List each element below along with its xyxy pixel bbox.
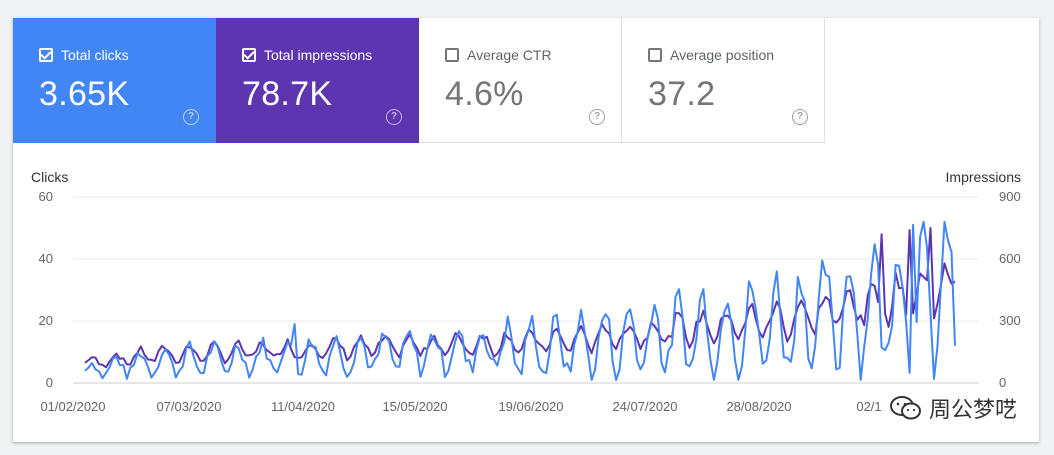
metric-label: Total impressions: [264, 47, 373, 63]
metric-average-position[interactable]: Average position 37.2 ?: [622, 18, 825, 143]
checkbox-checked-icon[interactable]: [39, 48, 53, 62]
axes: Clicks Impressions 0 0 20 300 40 600 60 900 01/0…: [31, 169, 1021, 414]
impressions-series-line: [84, 227, 956, 369]
metric-header: Total clicks: [39, 47, 129, 63]
right-tick-label: 600: [999, 251, 1021, 266]
metric-tabs: Total clicks 3.65K ? Total impressions 7…: [13, 18, 825, 143]
x-tick-label: 19/06/2020: [498, 399, 563, 414]
left-tick-label: 40: [39, 251, 53, 266]
metric-value: 4.6%: [445, 75, 524, 113]
left-tick-label: 0: [46, 375, 53, 390]
x-tick-label: 28/08/2020: [726, 399, 791, 414]
performance-chart: Clicks Impressions 0 0 20 300 40 600 60 900 01/0…: [13, 143, 1039, 442]
metric-header: Average position: [648, 47, 774, 63]
right-tick-label: 900: [999, 189, 1021, 204]
metric-value: 3.65K: [39, 75, 130, 113]
left-tick-label: 20: [39, 313, 53, 328]
metric-header: Total impressions: [242, 47, 372, 63]
metric-value: 78.7K: [242, 75, 333, 113]
right-tick-label: 0: [999, 375, 1006, 390]
clicks-series-line: [84, 220, 956, 381]
series: [84, 220, 956, 381]
watermark-text: 周公梦呓: [928, 398, 1017, 423]
watermark: 周公梦呓: [889, 392, 1017, 424]
checkbox-checked-icon[interactable]: [242, 48, 256, 62]
x-tick-label: 01/02/2020: [40, 399, 105, 414]
x-tick-label: 15/05/2020: [382, 399, 447, 414]
help-icon[interactable]: ?: [183, 109, 199, 125]
help-icon[interactable]: ?: [589, 109, 605, 125]
metric-label: Average CTR: [467, 47, 552, 63]
grid-lines: [73, 196, 979, 384]
metric-label: Total clicks: [61, 47, 129, 63]
performance-card: Total clicks 3.65K ? Total impressions 7…: [13, 18, 1039, 442]
x-tick-label: 07/03/2020: [156, 399, 221, 414]
help-icon[interactable]: ?: [386, 109, 402, 125]
metric-total-impressions[interactable]: Total impressions 78.7K ?: [216, 18, 419, 143]
help-icon[interactable]: ?: [792, 109, 808, 125]
x-tick-label: 02/1: [856, 399, 881, 414]
chart-svg: Clicks Impressions 0 0 20 300 40 600 60 900 01/0…: [31, 169, 1021, 414]
metric-label: Average position: [670, 47, 775, 63]
right-axis-title: Impressions: [946, 169, 1021, 185]
left-axis-title: Clicks: [31, 169, 68, 185]
metric-value: 37.2: [648, 75, 716, 113]
metric-header: Average CTR: [445, 47, 552, 63]
x-tick-label: 11/04/2020: [271, 399, 335, 414]
left-tick-label: 60: [39, 189, 53, 204]
metric-average-ctr[interactable]: Average CTR 4.6% ?: [419, 18, 622, 143]
metric-total-clicks[interactable]: Total clicks 3.65K ?: [13, 18, 216, 143]
checkbox-unchecked-icon[interactable]: [648, 48, 662, 62]
wechat-icon: [889, 396, 921, 420]
checkbox-unchecked-icon[interactable]: [445, 48, 459, 62]
x-tick-label: 24/07/2020: [612, 399, 677, 414]
right-tick-label: 300: [999, 313, 1021, 328]
